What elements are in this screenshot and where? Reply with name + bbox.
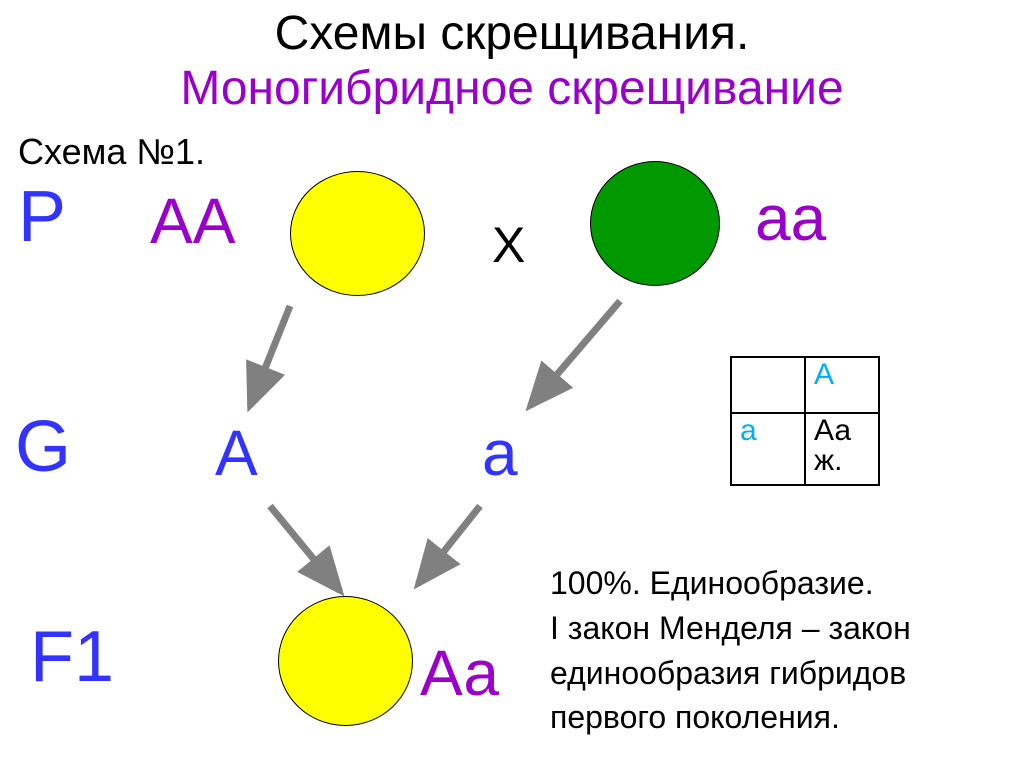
parent2-genotype: аа xyxy=(755,181,826,255)
result-text: 100%. Единообразие. I закон Менделя – за… xyxy=(550,561,911,740)
g-label: G xyxy=(15,406,71,488)
punnett-square: А а Аа ж. xyxy=(730,356,880,486)
gamete-1: А xyxy=(215,416,258,490)
f1-label: F1 xyxy=(30,616,114,698)
result-line2: I закон Менделя – закон xyxy=(550,610,911,646)
parent1-oval xyxy=(290,171,425,296)
result-line1: 100%. Единообразие. xyxy=(550,565,874,601)
offspring-genotype: Аа xyxy=(420,636,499,710)
parent2-oval xyxy=(590,161,720,286)
title-line-1: Схемы скрещивания. xyxy=(0,6,1024,61)
result-line3: единообразия гибридов xyxy=(550,655,906,691)
punnett-empty xyxy=(731,357,805,413)
cross-symbol: Х xyxy=(492,216,525,274)
punnett-cell: Аа ж. xyxy=(805,413,879,485)
parent1-genotype: АА xyxy=(150,184,235,258)
result-line4: первого поколения. xyxy=(550,699,840,735)
gamete-2: а xyxy=(482,416,518,490)
title-line-2: Моногибридное скрещивание xyxy=(0,61,1024,116)
schema-number-label: Схема №1. xyxy=(18,131,205,173)
punnett-cell-genotype: Аа xyxy=(814,414,851,447)
punnett-col-header: А xyxy=(805,357,879,413)
offspring-oval xyxy=(278,596,413,726)
punnett-row-header: а xyxy=(731,413,805,485)
p-label: P xyxy=(18,176,66,258)
punnett-cell-pheno: ж. xyxy=(814,444,842,477)
